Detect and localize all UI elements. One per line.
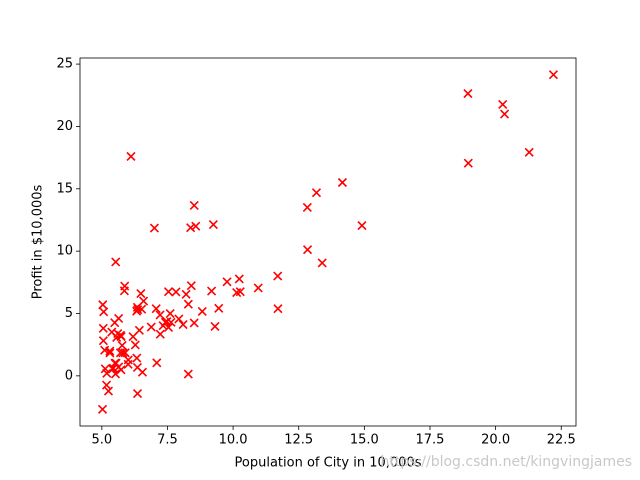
data-point: [302, 245, 313, 255]
data-point: [163, 287, 174, 297]
data-point: [126, 151, 136, 162]
x-tick-label: 12.5: [284, 433, 313, 448]
data-point: [273, 304, 283, 314]
data-point: [137, 304, 147, 314]
data-point: [155, 310, 165, 320]
data-point: [115, 348, 125, 358]
data-point: [207, 286, 217, 296]
data-point: [166, 317, 176, 327]
x-tick-label: 10.0: [219, 433, 248, 448]
data-point: [113, 328, 123, 339]
data-point: [524, 147, 534, 157]
data-point: [183, 369, 193, 379]
x-tick-label: 15.0: [350, 433, 379, 448]
data-point: [132, 389, 143, 399]
data-point: [234, 274, 244, 284]
x-axis-label: Population of City in 10,000s: [235, 456, 422, 471]
data-point: [302, 202, 312, 213]
y-tick-label: 5: [65, 306, 73, 321]
y-tick-label: 10: [56, 244, 73, 259]
data-point: [548, 70, 559, 80]
plot-frame: [79, 57, 577, 427]
data-point: [116, 365, 126, 375]
data-point: [101, 380, 112, 390]
data-point: [128, 332, 138, 342]
data-point: [152, 358, 162, 368]
y-tick-label: 25: [56, 57, 73, 72]
data-point: [463, 88, 473, 99]
data-point: [165, 308, 175, 319]
data-point: [117, 340, 127, 350]
data-point: [337, 177, 347, 188]
data-point: [149, 223, 159, 233]
data-point: [111, 257, 121, 267]
y-tick-label: 0: [65, 368, 73, 383]
x-tick-label: 17.5: [416, 433, 445, 448]
data-point: [463, 158, 473, 168]
data-point: [186, 223, 196, 233]
data-point: [118, 348, 128, 358]
data-point: [108, 363, 118, 373]
x-tick-label: 5.0: [91, 433, 112, 448]
data-point: [103, 386, 114, 396]
data-point: [191, 221, 201, 231]
data-point: [132, 362, 142, 372]
data-point: [171, 287, 181, 297]
data-point: [158, 321, 168, 331]
data-point: [183, 299, 193, 309]
data-point: [98, 323, 108, 333]
data-point: [132, 353, 142, 363]
data-point: [197, 306, 207, 316]
data-point: [120, 281, 130, 291]
data-point: [105, 348, 115, 358]
data-point: [130, 340, 140, 350]
data-point: [98, 300, 108, 310]
data-point: [98, 336, 108, 346]
y-axis-label: Profit in $10,000s: [31, 184, 46, 299]
data-point: [136, 288, 146, 299]
data-point: [110, 369, 121, 379]
data-point: [181, 289, 191, 299]
y-tick-label: 15: [56, 181, 73, 196]
data-point: [189, 200, 199, 211]
data-point: [97, 404, 108, 414]
data-point: [151, 304, 161, 314]
data-point: [186, 281, 196, 291]
data-point: [155, 329, 165, 339]
data-point: [178, 319, 188, 330]
data-point: [189, 318, 199, 328]
data-point: [123, 359, 133, 369]
data-point: [235, 287, 245, 297]
watermark: https://blog.csdn.net/kingvingjames: [381, 454, 632, 470]
data-point: [222, 277, 232, 287]
data-point: [208, 219, 218, 230]
x-tick-label: 22.5: [547, 433, 576, 448]
data-point: [311, 188, 322, 198]
x-tick-label: 20.0: [481, 433, 510, 448]
data-point: [317, 258, 327, 268]
data-point: [174, 314, 184, 324]
y-tick-label: 20: [56, 119, 73, 134]
data-point: [146, 322, 156, 332]
data-point: [163, 322, 174, 332]
data-point: [102, 368, 112, 378]
data-point: [500, 109, 510, 119]
data-point: [105, 346, 115, 356]
data-point: [210, 321, 220, 332]
data-point: [253, 283, 263, 293]
data-point: [498, 99, 508, 109]
x-tick-label: 7.5: [157, 433, 178, 448]
data-point: [214, 303, 224, 313]
data-point: [273, 271, 283, 281]
data-point: [357, 220, 367, 231]
data-point: [114, 313, 124, 323]
